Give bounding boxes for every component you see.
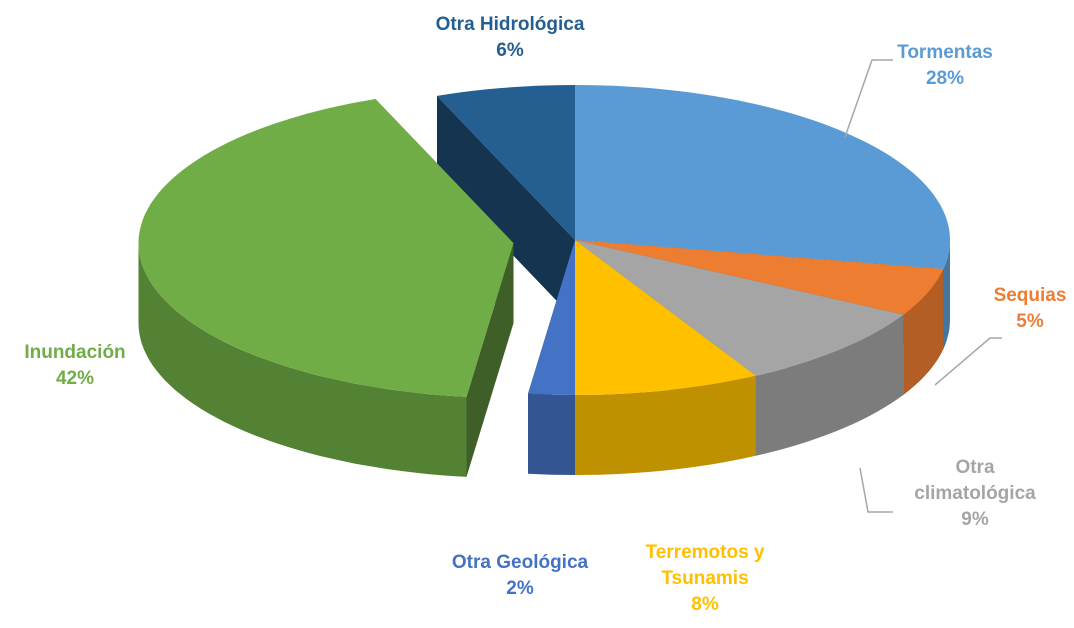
slices — [138, 85, 950, 477]
slice — [575, 85, 950, 269]
slice — [437, 85, 575, 240]
leader-line — [934, 337, 1002, 386]
label-value: 8% — [691, 594, 719, 615]
slice — [575, 240, 904, 376]
slice-wall — [575, 375, 756, 475]
leader-line — [844, 59, 893, 138]
data-label: Otra Geológica 2% — [410, 550, 630, 602]
label-name: Otra Geológica — [451, 552, 589, 573]
label-value: 42% — [55, 368, 95, 389]
slice-wall — [755, 314, 904, 456]
label-name: Terremotos y Tsunamis — [645, 542, 765, 589]
data-label: Otra climatológica 9% — [905, 455, 1045, 533]
label-name: Inundación — [24, 342, 126, 363]
label-value: 9% — [961, 509, 989, 530]
label-value: 28% — [925, 68, 965, 89]
data-label: Otra Hidrológica 6% — [390, 12, 630, 64]
slice — [575, 240, 756, 395]
label-name: Sequias — [993, 285, 1067, 306]
data-label: Sequias 5% — [970, 283, 1074, 335]
data-label: Inundación 42% — [0, 340, 150, 392]
leader-lines — [844, 59, 1002, 513]
label-name: Otra climatológica — [914, 457, 1036, 504]
slice — [138, 99, 514, 397]
slice-wall — [903, 269, 944, 395]
data-label: Tormentas 28% — [845, 40, 1045, 92]
label-name: Otra Hidrológica — [435, 14, 585, 35]
label-value: 2% — [506, 578, 534, 599]
slice-wall — [528, 393, 575, 475]
slice-side — [437, 95, 575, 321]
label-value: 5% — [1016, 311, 1044, 332]
slice — [575, 240, 944, 315]
label-value: 6% — [496, 40, 524, 61]
leader-line — [859, 467, 893, 513]
slice-wall — [943, 240, 950, 349]
slice — [528, 240, 575, 395]
label-name: Tormentas — [897, 42, 993, 63]
data-label: Terremotos y Tsunamis 8% — [620, 540, 790, 618]
slice-wall — [138, 243, 467, 477]
